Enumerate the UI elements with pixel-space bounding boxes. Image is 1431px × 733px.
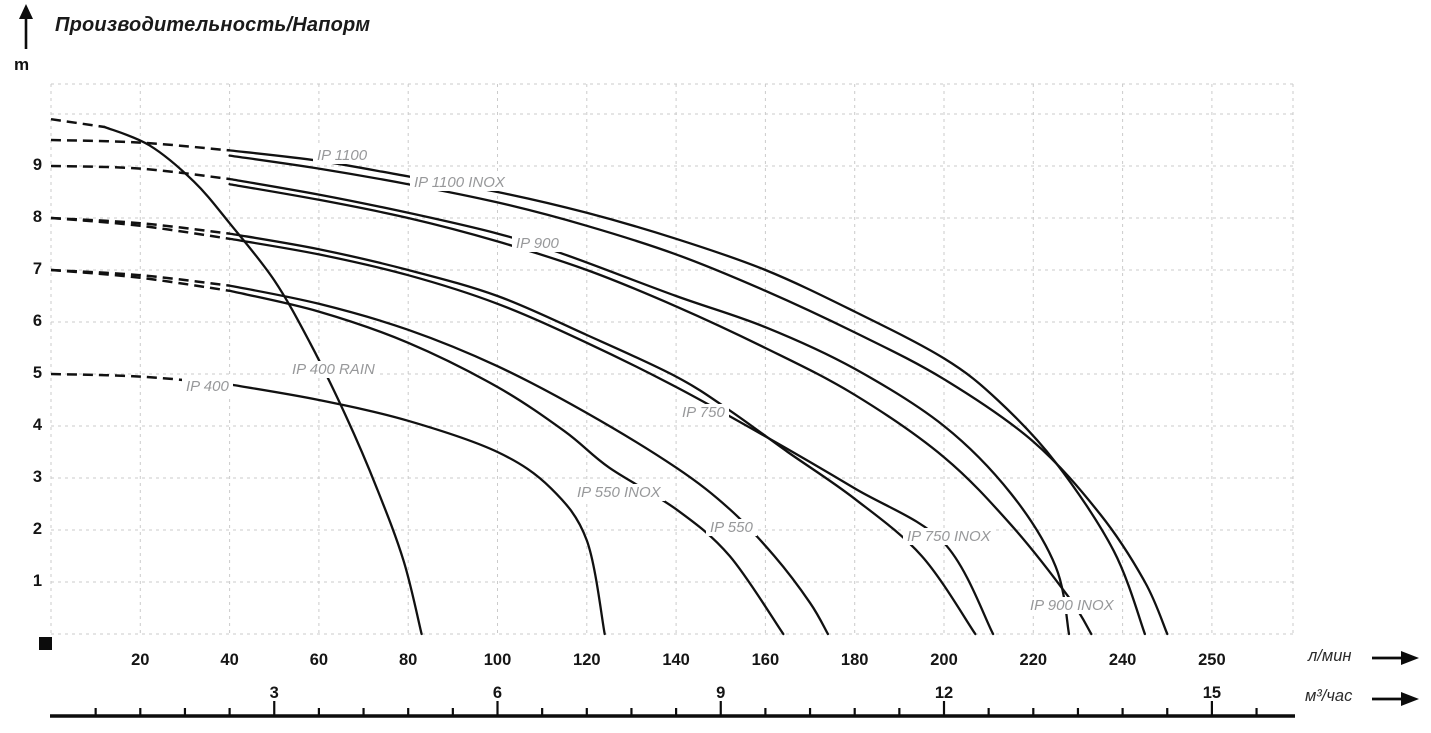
pump-curve bbox=[228, 284, 830, 636]
x-tick-label-lmin: 120 bbox=[573, 651, 601, 669]
pump-curve bbox=[228, 154, 1169, 636]
x-tick-label-lmin: 80 bbox=[399, 651, 418, 669]
page-title: Производительность/Напорм bbox=[55, 14, 371, 36]
y-tick-label: 5 bbox=[32, 364, 42, 382]
x-tick-label-m3h: 6 bbox=[492, 684, 503, 702]
curve-label: IP 900 INOX bbox=[1026, 597, 1118, 614]
flow-unit-m3h-label: м³/час bbox=[1305, 687, 1353, 705]
x-tick-label-lmin: 220 bbox=[1019, 651, 1048, 669]
y-tick-label: 4 bbox=[32, 416, 42, 434]
pump-curve-dashed bbox=[50, 117, 105, 129]
curve-label: IP 400 RAIN bbox=[288, 361, 379, 378]
pump-curve bbox=[228, 183, 1093, 636]
lmin-axis-arrow-icon bbox=[1372, 651, 1419, 665]
pump-curve bbox=[228, 177, 1071, 636]
x-tick-label-m3h: 15 bbox=[1202, 684, 1222, 702]
curve-label: IP 900 bbox=[512, 235, 563, 252]
flow-unit-lmin-label: л/мин bbox=[1308, 647, 1352, 665]
pump-curve bbox=[228, 289, 785, 636]
pump-curve-dashed bbox=[50, 268, 230, 287]
y-tick-label: 3 bbox=[32, 468, 42, 486]
curve-label: IP 1100 bbox=[313, 147, 372, 164]
x-tick-label-lmin: 100 bbox=[483, 651, 512, 669]
pump-curve bbox=[228, 383, 606, 636]
x-tick-label-lmin: 140 bbox=[662, 651, 690, 669]
curve-label: IP 1100 INOX bbox=[410, 174, 509, 191]
pump-curve-dashed bbox=[50, 138, 230, 152]
x-tick-label-m3h: 3 bbox=[269, 684, 279, 702]
curve-label: IP 400 bbox=[182, 378, 233, 395]
x-tick-label-lmin: 160 bbox=[751, 651, 780, 669]
x-tick-label-lmin: 240 bbox=[1108, 651, 1137, 669]
y-tick-label: 8 bbox=[32, 208, 42, 226]
m3h-axis-arrow-icon bbox=[1372, 692, 1419, 706]
pump-curve bbox=[103, 125, 423, 636]
pump-curve-dashed bbox=[50, 216, 230, 241]
pump-curve-dashed bbox=[50, 372, 230, 386]
x-tick-label-lmin: 20 bbox=[131, 651, 150, 669]
y-tick-label: 6 bbox=[32, 312, 42, 330]
y-tick-label: 2 bbox=[32, 520, 42, 538]
y-tick-label: 9 bbox=[32, 156, 42, 174]
x-tick-label-lmin: 250 bbox=[1198, 651, 1226, 669]
x-tick-label-lmin: 180 bbox=[840, 651, 869, 669]
curve-label: IP 550 INOX bbox=[573, 484, 665, 501]
curve-label: IP 750 INOX bbox=[903, 528, 995, 545]
curve-label: IP 550 bbox=[706, 519, 757, 536]
pump-curve bbox=[228, 237, 995, 636]
y-tick-label: 7 bbox=[32, 260, 42, 278]
x-tick-label-lmin: 40 bbox=[220, 651, 239, 669]
x-tick-label-lmin: 60 bbox=[309, 651, 329, 669]
y-tick-label: 1 bbox=[32, 572, 42, 590]
y-axis-arrow-icon bbox=[19, 4, 33, 49]
curve-label: IP 750 bbox=[678, 404, 729, 421]
x-tick-label-m3h: 12 bbox=[934, 684, 954, 702]
x-tick-label-lmin: 200 bbox=[930, 651, 958, 669]
pump-curve-dashed bbox=[50, 164, 230, 181]
x-tick-label-m3h: 9 bbox=[716, 684, 726, 702]
origin-marker bbox=[39, 637, 52, 650]
y-axis-unit-label: m bbox=[14, 55, 30, 74]
pump-curve bbox=[228, 232, 977, 636]
